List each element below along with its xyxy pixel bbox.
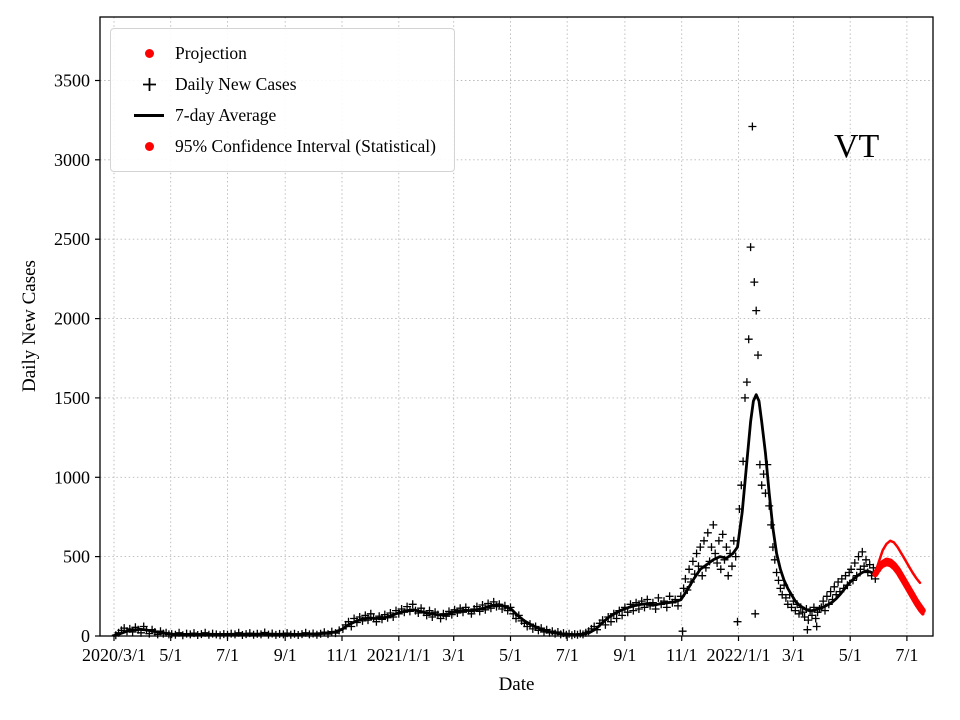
svg-text:5/1: 5/1 [159,645,182,665]
svg-text:3000: 3000 [54,150,90,170]
svg-text:11/1: 11/1 [666,645,697,665]
svg-text:0: 0 [81,626,90,646]
svg-text:2021/1/1: 2021/1/1 [367,645,431,665]
line-marker-icon [134,114,164,117]
svg-text:3500: 3500 [54,71,90,91]
svg-text:3/1: 3/1 [442,645,465,665]
legend-label: Daily New Cases [175,74,297,94]
legend-label: 7-day Average [175,105,277,125]
svg-text:7/1: 7/1 [216,645,239,665]
legend-item-7day-average: 7-day Average [123,100,436,131]
svg-text:11/1: 11/1 [326,645,357,665]
svg-text:9/1: 9/1 [274,645,297,665]
svg-text:2000: 2000 [54,309,90,329]
legend: Projection Daily New Cases 7-day Average… [110,28,455,172]
svg-text:2500: 2500 [54,229,90,249]
svg-text:7/1: 7/1 [895,645,918,665]
svg-text:1000: 1000 [54,467,90,487]
legend-label: Projection [175,43,247,63]
y-axis-label: Daily New Cases [19,260,40,392]
svg-text:1500: 1500 [54,388,90,408]
legend-label: 95% Confidence Interval (Statistical) [175,136,436,156]
red-dot-marker-icon [144,49,154,58]
legend-item-confidence-interval: 95% Confidence Interval (Statistical) [123,131,436,162]
plus-marker-icon [142,78,156,91]
legend-item-daily-new-cases: Daily New Cases [123,69,436,100]
svg-text:7/1: 7/1 [556,645,579,665]
svg-text:2020/3/1: 2020/3/1 [82,645,146,665]
red-dot-marker-icon [144,142,154,151]
state-annotation: VT [834,128,880,165]
svg-text:500: 500 [63,547,90,567]
svg-text:5/1: 5/1 [499,645,522,665]
svg-text:9/1: 9/1 [613,645,636,665]
x-axis-label: Date [498,674,535,695]
svg-text:2022/1/1: 2022/1/1 [706,645,770,665]
svg-text:3/1: 3/1 [782,645,805,665]
svg-text:5/1: 5/1 [839,645,862,665]
legend-item-projection: Projection [123,38,436,69]
